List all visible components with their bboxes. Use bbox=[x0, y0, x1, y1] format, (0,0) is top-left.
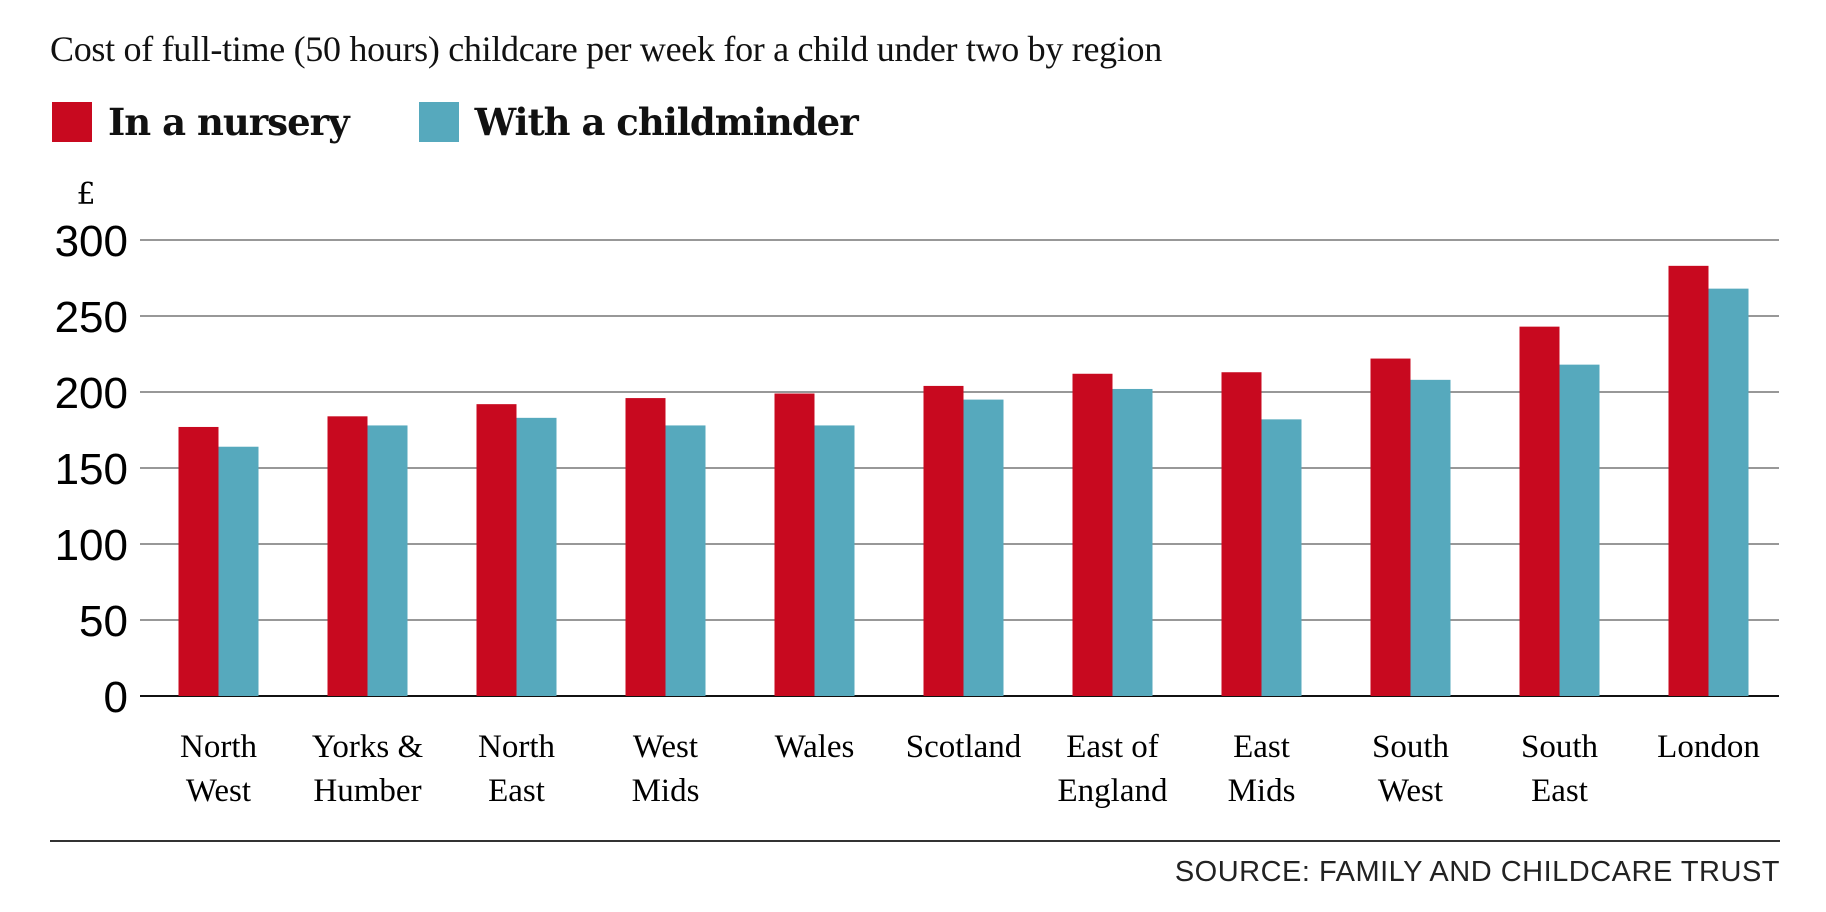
bar-childminder bbox=[218, 446, 259, 696]
bar-childminder bbox=[665, 425, 706, 696]
bar-nursery bbox=[178, 426, 219, 696]
x-tick-label: West bbox=[1378, 773, 1443, 809]
bar-nursery bbox=[1221, 372, 1262, 696]
y-tick-label: 100 bbox=[55, 521, 128, 570]
bar-childminder bbox=[1261, 419, 1302, 696]
y-tick-label: 300 bbox=[55, 217, 128, 266]
legend-item-childminder: With a childminder bbox=[418, 100, 859, 144]
x-tick-label: Mids bbox=[1228, 773, 1296, 809]
legend-label-childminder: With a childminder bbox=[474, 100, 859, 144]
x-tick-label: Wales bbox=[775, 729, 855, 765]
legend-swatch-nursery bbox=[52, 102, 92, 142]
x-tick-label: Mids bbox=[632, 773, 700, 809]
bar-childminder bbox=[963, 399, 1004, 696]
y-tick-label: 0 bbox=[104, 673, 128, 722]
bar-nursery bbox=[774, 393, 815, 696]
x-tick-label: East of bbox=[1066, 729, 1159, 765]
bar-nursery bbox=[476, 404, 517, 696]
y-tick-label: 250 bbox=[55, 293, 128, 342]
bar-nursery bbox=[1072, 373, 1113, 696]
y-axis-unit: £ bbox=[76, 177, 95, 212]
bar-nursery bbox=[1668, 265, 1709, 696]
y-tick-label: 50 bbox=[79, 597, 128, 646]
x-tick-label: England bbox=[1058, 773, 1168, 809]
bar-childminder bbox=[1112, 388, 1153, 696]
bar-childminder bbox=[1708, 288, 1749, 696]
x-tick-label: Yorks & bbox=[312, 729, 424, 765]
chart-title: Cost of full-time (50 hours) childcare p… bbox=[50, 29, 1162, 69]
x-tick-label: Humber bbox=[313, 773, 421, 809]
legend-label-nursery: In a nursery bbox=[108, 100, 350, 144]
legend: In a nursery With a childminder bbox=[52, 100, 859, 144]
x-tick-label: South bbox=[1521, 729, 1599, 765]
x-tick-label: North bbox=[478, 729, 555, 765]
bar-nursery bbox=[1370, 358, 1411, 696]
bar-childminder bbox=[814, 425, 855, 696]
x-tick-label: North bbox=[180, 729, 257, 765]
footer-divider bbox=[50, 840, 1780, 842]
y-tick-label: 200 bbox=[55, 369, 128, 418]
bar-childminder bbox=[516, 417, 557, 696]
source-note: SOURCE: FAMILY AND CHILDCARE TRUST bbox=[1174, 856, 1780, 888]
x-tick-label: London bbox=[1657, 729, 1760, 765]
x-tick-label: East bbox=[488, 773, 545, 809]
x-tick-label: West bbox=[186, 773, 251, 809]
x-tick-label: West bbox=[633, 729, 698, 765]
bar-nursery bbox=[1519, 326, 1560, 696]
bar-childminder bbox=[1559, 364, 1600, 696]
x-tick-label: East bbox=[1531, 773, 1588, 809]
legend-item-nursery: In a nursery bbox=[52, 100, 350, 144]
legend-swatch-childminder bbox=[418, 102, 459, 142]
bar-nursery bbox=[625, 398, 666, 696]
x-tick-label: South bbox=[1372, 729, 1450, 765]
bar-childminder bbox=[1410, 379, 1451, 696]
x-tick-label: East bbox=[1233, 729, 1290, 765]
x-tick-label: Scotland bbox=[906, 729, 1022, 765]
bar-nursery bbox=[923, 385, 964, 696]
y-tick-label: 150 bbox=[55, 445, 128, 494]
bar-nursery bbox=[327, 416, 368, 696]
bar-childminder bbox=[367, 425, 408, 696]
